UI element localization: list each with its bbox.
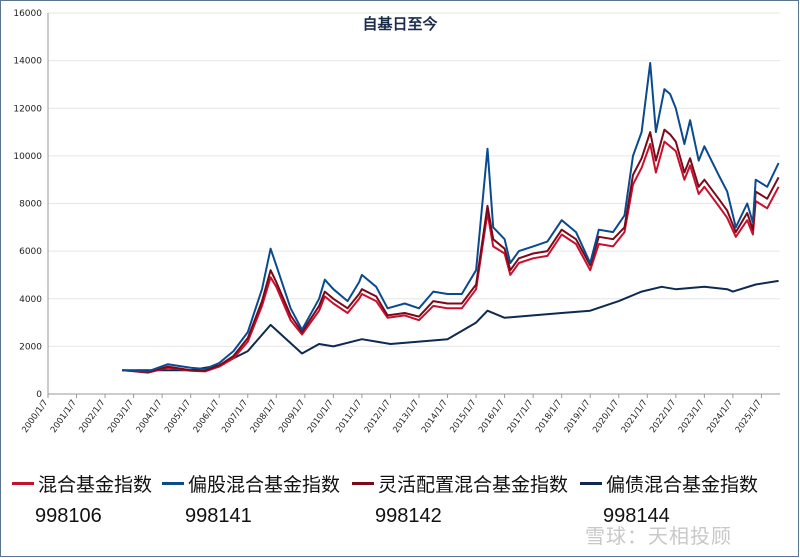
series-line-998142 — [122, 128, 780, 374]
legend-swatch — [12, 482, 34, 485]
y-tick-label: 2000 — [19, 342, 42, 352]
series-line-998106 — [122, 140, 780, 374]
legend-label: 混合基金指数 — [38, 474, 153, 496]
x-tick-label: 2012/1/7 — [363, 398, 393, 435]
x-tick-label: 2015/1/7 — [448, 398, 478, 435]
chart-title: 自基日至今 — [362, 15, 437, 33]
legend-item-mixed: 混合基金指数 — [12, 470, 152, 497]
x-tick-label: 2002/1/7 — [77, 398, 107, 435]
y-tick-label: 12000 — [13, 104, 42, 114]
legend-label: 偏债混合基金指数 — [606, 474, 759, 496]
legend-label: 偏股混合基金指数 — [188, 474, 341, 496]
x-tick-label: 2009/1/7 — [277, 398, 307, 435]
x-tick-label: 2024/1/7 — [705, 398, 735, 435]
x-tick-label: 2008/1/7 — [249, 398, 279, 435]
x-tick-label: 2000/1/7 — [20, 398, 50, 435]
x-tick-label: 2017/1/7 — [506, 398, 536, 435]
legend-label: 灵活配置混合基金指数 — [378, 474, 569, 496]
y-tick-label: 6000 — [19, 247, 42, 257]
x-tick-label: 2011/1/7 — [334, 398, 364, 435]
watermark: 雪球：天相投顾 — [585, 524, 732, 548]
x-tick-label: 2021/1/7 — [620, 398, 650, 435]
x-tick-label: 2014/1/7 — [420, 398, 450, 435]
x-tick-label: 2025/1/7 — [734, 398, 764, 435]
series-code: 998142 — [375, 505, 442, 527]
legend-swatch — [580, 482, 602, 485]
x-tick-label: 2020/1/7 — [591, 398, 621, 435]
series-line-998144 — [122, 279, 779, 372]
series-code: 998144 — [603, 505, 670, 527]
line-chart: 自基日至今 0 2000 4000 6000 8000 10000 12000 14000 16… — [13, 9, 780, 435]
x-tick-label: 2004/1/7 — [135, 398, 165, 435]
x-tick-label: 2001/1/7 — [49, 398, 79, 435]
y-tick-label: 16000 — [13, 9, 42, 19]
x-tick-label: 2019/1/7 — [563, 398, 593, 435]
x-tick-label: 2003/1/7 — [106, 398, 136, 435]
x-tick-label: 2010/1/7 — [306, 398, 336, 435]
legend-item-flexible: 灵活配置混合基金指数 — [352, 470, 568, 497]
y-tick-label: 0 — [36, 390, 42, 400]
x-tick-label: 2016/1/7 — [477, 398, 507, 435]
series-code: 998106 — [35, 505, 102, 527]
series-code: 998141 — [185, 505, 252, 527]
legend-swatch — [162, 482, 184, 485]
x-tick-label: 2022/1/7 — [648, 398, 678, 435]
legend-swatch — [352, 482, 374, 485]
legend-item-equity: 偏股混合基金指数 — [162, 470, 340, 497]
x-tick-label: 2018/1/7 — [534, 398, 564, 435]
x-tick-label: 2023/1/7 — [677, 398, 707, 435]
y-tick-label: 14000 — [13, 57, 42, 67]
x-tick-label: 2007/1/7 — [220, 398, 250, 435]
series-line-998141 — [122, 62, 780, 373]
y-tick-label: 10000 — [13, 152, 42, 162]
x-tick-label: 2006/1/7 — [192, 398, 222, 435]
x-tick-label: 2005/1/7 — [163, 398, 193, 435]
y-tick-label: 4000 — [19, 295, 42, 305]
x-tick-label: 2013/1/7 — [391, 398, 421, 435]
legend-item-bond: 偏债混合基金指数 — [580, 470, 758, 497]
y-tick-label: 8000 — [19, 200, 42, 210]
